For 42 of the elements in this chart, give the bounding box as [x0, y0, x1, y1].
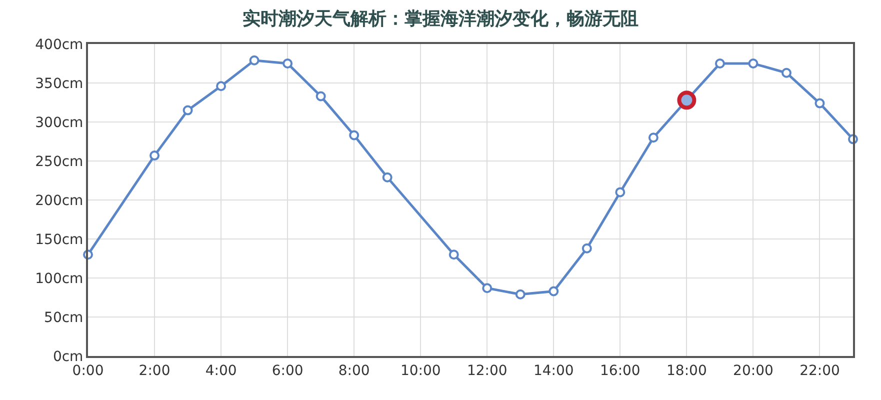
point — [548, 286, 559, 296]
y-tick-label: 150cm — [35, 232, 84, 248]
point — [448, 250, 459, 260]
y-tick-label: 0cm — [52, 348, 84, 365]
point — [515, 289, 526, 300]
x-tick-label: 8:00 — [338, 362, 370, 379]
point — [582, 243, 592, 254]
y-tick-label: 200cm — [35, 192, 84, 209]
point — [216, 81, 226, 92]
point — [316, 91, 326, 102]
x-tick-label: 6:00 — [272, 362, 304, 379]
x-tick-label: 12:00 — [466, 362, 508, 379]
point — [748, 58, 758, 68]
x-tick-label: 22:00 — [800, 362, 840, 379]
point — [781, 68, 792, 78]
x-tick-label: 20:00 — [733, 362, 774, 379]
point — [482, 283, 492, 294]
x-tick-label: 0:00 — [72, 362, 104, 379]
x-tick-label: 2:00 — [138, 362, 170, 379]
x-tick-label: 4:00 — [205, 362, 237, 379]
y-tick-label: 400cm — [35, 36, 84, 53]
point — [249, 55, 260, 66]
y-tick-label: 100cm — [35, 270, 84, 287]
point — [615, 187, 626, 198]
point — [714, 58, 725, 68]
point — [814, 98, 825, 108]
y-tick-label: 300cm — [35, 114, 84, 131]
x-tick-label: 16:00 — [600, 362, 640, 379]
point — [349, 130, 360, 140]
x-tick-label: 14:00 — [533, 362, 574, 379]
point — [382, 172, 392, 182]
point — [648, 132, 658, 143]
point — [150, 150, 160, 161]
chart-title: 实时潮汐天气解析：掌握海洋潮汐变化，畅游无阻 — [242, 8, 638, 30]
x-tick-label: 18:00 — [666, 362, 707, 379]
y-tick-label: 350cm — [35, 76, 84, 92]
y-tick-label: 250cm — [35, 154, 84, 170]
point — [282, 58, 293, 68]
point — [677, 90, 696, 110]
point — [182, 105, 193, 116]
y-tick-label: 50cm — [44, 310, 84, 326]
x-tick-label: 10:00 — [400, 362, 441, 379]
